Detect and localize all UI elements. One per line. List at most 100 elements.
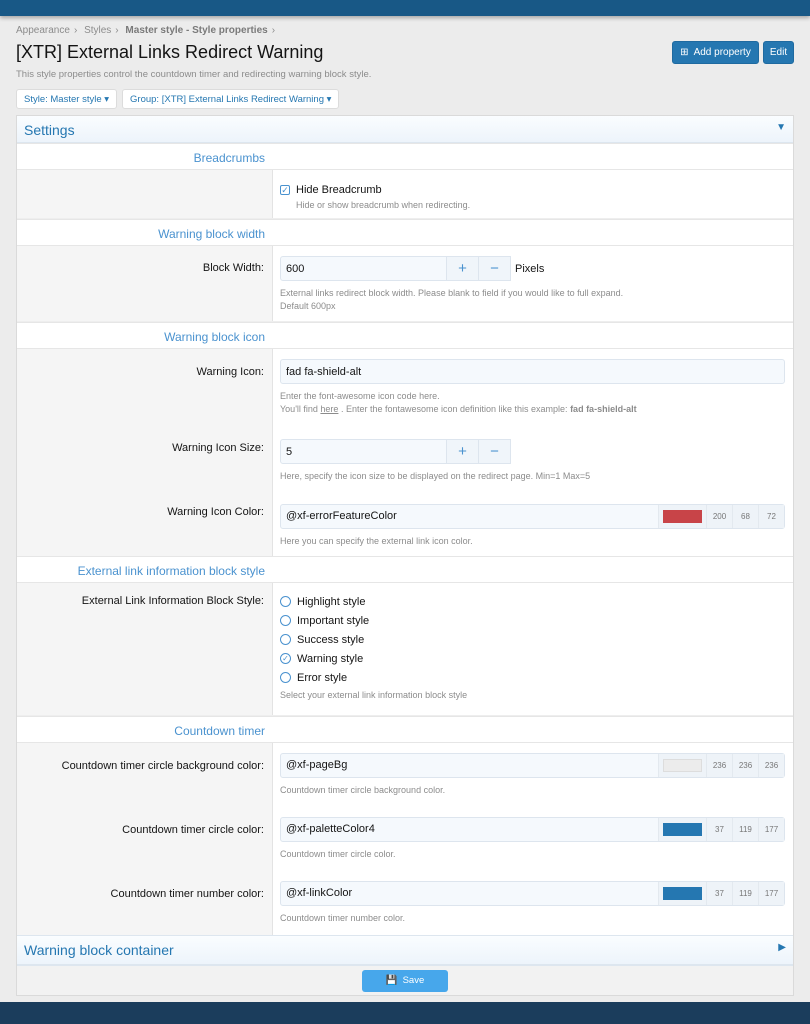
field-label: Warning Icon Size: — [172, 442, 264, 454]
hint: Select your external link information bl… — [280, 690, 468, 700]
hint: Enter the font-awesome icon code here. — [280, 391, 440, 401]
unit-label: Pixels — [515, 262, 545, 275]
add-property-button[interactable]: ⊞ Add property — [672, 41, 759, 64]
warning-icon-input[interactable]: fad fa-shield-alt — [280, 359, 785, 384]
checkbox-label: Hide Breadcrumb — [296, 183, 382, 196]
hint-example: fad fa-shield-alt — [570, 404, 637, 414]
circle-color-picker[interactable]: @xf-paletteColor4 37 119 177 — [280, 817, 785, 842]
radio-icon — [280, 615, 291, 626]
hint: Countdown timer number color. — [280, 913, 406, 923]
rgb-g: 119 — [732, 818, 758, 841]
here-link[interactable]: here — [320, 404, 339, 414]
field-label: Block Width: — [17, 246, 273, 321]
color-swatch[interactable] — [663, 510, 702, 523]
radio-label: Warning style — [297, 652, 364, 665]
radio-important[interactable]: Important style — [280, 611, 785, 630]
radio-error[interactable]: Error style — [280, 668, 785, 687]
increment-button[interactable]: + — [447, 439, 479, 464]
hide-breadcrumb-checkbox[interactable]: ✓ Hide Breadcrumb — [280, 180, 785, 199]
style-filter[interactable]: Style: Master style ▾ — [16, 89, 118, 109]
field-label: Countdown timer number color: — [110, 888, 264, 900]
radio-icon — [280, 634, 291, 645]
decrement-button[interactable]: − — [479, 439, 511, 464]
save-button[interactable]: 💾 Save — [362, 969, 448, 992]
save-icon: 💾 — [385, 975, 398, 986]
color-swatch[interactable] — [663, 823, 702, 836]
field-label: Warning Icon Color: — [167, 506, 264, 518]
style-filter-label: Style: Master style — [24, 94, 102, 105]
decrement-button[interactable]: − — [479, 256, 511, 281]
rgb-g: 119 — [732, 882, 758, 905]
color-value: @xf-linkColor — [286, 887, 353, 899]
radio-checked-icon: ✓ — [280, 653, 291, 664]
caret-right-icon: ▶ — [778, 942, 786, 953]
breadcrumb-appearance[interactable]: Appearance — [16, 25, 70, 36]
circle-bg-color-picker[interactable]: @xf-pageBg 236 236 236 — [280, 753, 785, 778]
field-label: Warning Icon: — [196, 366, 264, 378]
section-breadcrumbs: Breadcrumbs — [17, 143, 793, 170]
warning-block-container-header[interactable]: Warning block container ▶ — [17, 935, 793, 965]
radio-icon — [280, 596, 291, 607]
radio-label: Important style — [297, 614, 370, 627]
collapsed-title: Warning block container — [24, 942, 174, 958]
color-swatch[interactable] — [663, 887, 702, 900]
radio-label: Highlight style — [297, 595, 366, 608]
hint: Here, specify the icon size to be displa… — [280, 471, 591, 481]
field-label: Countdown timer circle color: — [122, 824, 264, 836]
radio-highlight[interactable]: Highlight style — [280, 592, 785, 611]
color-swatch[interactable] — [663, 759, 702, 772]
radio-label: Error style — [297, 671, 348, 684]
radio-icon — [280, 672, 291, 683]
hint: Default 600px — [280, 301, 336, 311]
color-value: @xf-paletteColor4 — [286, 823, 375, 835]
rgb-g: 236 — [732, 754, 758, 777]
rgb-r: 236 — [706, 754, 732, 777]
hint: Countdown timer circle background color. — [280, 785, 446, 795]
group-filter-label: Group: [XTR] External Links Redirect War… — [130, 94, 324, 105]
hint: External links redirect block width. Ple… — [280, 288, 624, 298]
section-heading: Warning block icon — [17, 323, 273, 348]
settings-header[interactable]: Settings ▼ — [17, 116, 793, 143]
edit-button[interactable]: Edit — [763, 41, 794, 64]
rgb-r: 200 — [706, 505, 732, 528]
color-value: @xf-errorFeatureColor — [286, 510, 397, 522]
section-heading: Countdown timer — [17, 717, 273, 742]
field-label: External Link Information Block Style: — [17, 583, 273, 715]
group-filter[interactable]: Group: [XTR] External Links Redirect War… — [122, 89, 340, 109]
hint: Here you can specify the external link i… — [280, 536, 473, 546]
top-nav-bar — [0, 0, 810, 16]
field-label: Countdown timer circle background color: — [61, 760, 264, 772]
rgb-r: 37 — [706, 818, 732, 841]
radio-warning[interactable]: ✓ Warning style — [280, 649, 785, 668]
page-description: This style properties control the countd… — [16, 69, 372, 80]
rgb-r: 37 — [706, 882, 732, 905]
caret-down-icon: ▼ — [776, 122, 786, 133]
footer-bar — [0, 1002, 810, 1024]
icon-size-input[interactable]: 5 — [280, 439, 447, 464]
page-title: [XTR] External Links Redirect Warning — [16, 42, 324, 62]
hint: Countdown timer circle color. — [280, 849, 396, 859]
block-width-input[interactable]: 600 — [280, 256, 447, 281]
settings-title: Settings — [24, 122, 75, 138]
settings-block: Settings ▼ Breadcrumbs ✓ Hide Breadcrumb H… — [16, 115, 794, 996]
hint: Hide or show breadcrumb when redirecting… — [296, 200, 471, 210]
number-color-picker[interactable]: @xf-linkColor 37 119 177 — [280, 881, 785, 906]
radio-label: Success style — [297, 633, 365, 646]
breadcrumb-styles[interactable]: Styles — [84, 25, 112, 36]
hint: . Enter the fontawesome icon definition … — [338, 404, 571, 414]
hint: You'll find — [280, 404, 321, 414]
breadcrumb-master-style[interactable]: Master style - Style properties — [125, 25, 268, 36]
breadcrumb: Appearance › Styles › Master style - Style… — [16, 25, 276, 36]
radio-success[interactable]: Success style — [280, 630, 785, 649]
section-heading: Breadcrumbs — [17, 144, 273, 169]
section-heading: Warning block width — [17, 220, 273, 245]
section-heading: External link information block style — [17, 557, 273, 582]
checkbox-checked-icon: ✓ — [280, 184, 290, 195]
icon-color-picker[interactable]: @xf-errorFeatureColor 200 68 72 — [280, 504, 785, 529]
rgb-b: 177 — [758, 882, 784, 905]
rgb-b: 177 — [758, 818, 784, 841]
rgb-g: 68 — [732, 505, 758, 528]
plus-square-icon: ⊞ — [680, 47, 689, 58]
rgb-b: 72 — [758, 505, 784, 528]
increment-button[interactable]: + — [447, 256, 479, 281]
